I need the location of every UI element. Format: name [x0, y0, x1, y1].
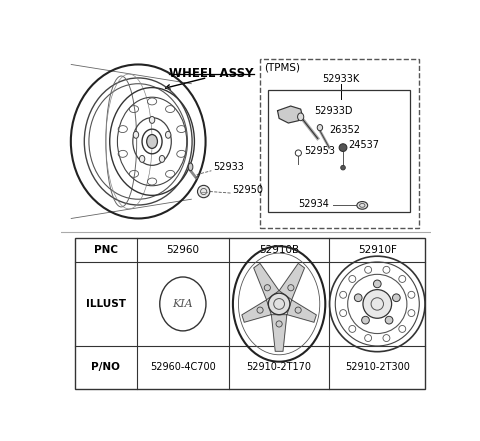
Circle shape — [341, 165, 345, 170]
Polygon shape — [287, 300, 316, 322]
Ellipse shape — [317, 124, 323, 131]
Ellipse shape — [159, 155, 165, 162]
Ellipse shape — [147, 135, 157, 149]
Circle shape — [295, 307, 301, 313]
Ellipse shape — [139, 155, 145, 162]
Circle shape — [264, 284, 270, 291]
Circle shape — [393, 294, 400, 302]
Circle shape — [339, 144, 347, 151]
Text: PNC: PNC — [94, 245, 118, 255]
Text: 52910-2T300: 52910-2T300 — [345, 363, 410, 373]
Text: 26352: 26352 — [329, 125, 360, 135]
Circle shape — [361, 316, 369, 324]
Text: (TPMS): (TPMS) — [264, 63, 300, 73]
Circle shape — [268, 293, 290, 315]
Bar — [267, 90, 410, 212]
Polygon shape — [242, 300, 271, 322]
Text: P/NO: P/NO — [91, 363, 120, 373]
Text: 52933K: 52933K — [322, 75, 360, 85]
Circle shape — [373, 280, 381, 288]
Polygon shape — [254, 263, 279, 300]
Bar — [260, 59, 419, 228]
Bar — [75, 239, 425, 389]
Text: 52934: 52934 — [298, 199, 329, 209]
Text: ILLUST: ILLUST — [86, 299, 126, 309]
Polygon shape — [277, 106, 302, 123]
Circle shape — [354, 294, 362, 302]
Text: KIA: KIA — [172, 299, 193, 309]
Polygon shape — [279, 263, 304, 300]
Ellipse shape — [166, 131, 171, 138]
Circle shape — [288, 284, 294, 291]
Text: 52910B: 52910B — [259, 245, 299, 255]
Text: 52950: 52950 — [232, 185, 263, 195]
Circle shape — [385, 316, 393, 324]
Circle shape — [363, 290, 392, 318]
Text: 52933D: 52933D — [314, 106, 352, 116]
Text: 52933: 52933 — [213, 162, 244, 172]
Text: 52960: 52960 — [167, 245, 199, 255]
Ellipse shape — [357, 202, 368, 209]
Text: 52910-2T170: 52910-2T170 — [247, 363, 312, 373]
Polygon shape — [271, 315, 287, 351]
Text: 24537: 24537 — [348, 140, 379, 150]
Ellipse shape — [133, 131, 139, 138]
Text: 52910F: 52910F — [358, 245, 397, 255]
Text: 52960-4C700: 52960-4C700 — [150, 363, 216, 373]
Circle shape — [257, 307, 263, 313]
Text: 52953: 52953 — [304, 146, 335, 157]
Ellipse shape — [188, 163, 193, 171]
Ellipse shape — [298, 113, 304, 121]
Ellipse shape — [149, 116, 155, 123]
Circle shape — [276, 321, 282, 327]
Circle shape — [197, 185, 210, 198]
Text: WHEEL ASSY: WHEEL ASSY — [169, 67, 253, 80]
